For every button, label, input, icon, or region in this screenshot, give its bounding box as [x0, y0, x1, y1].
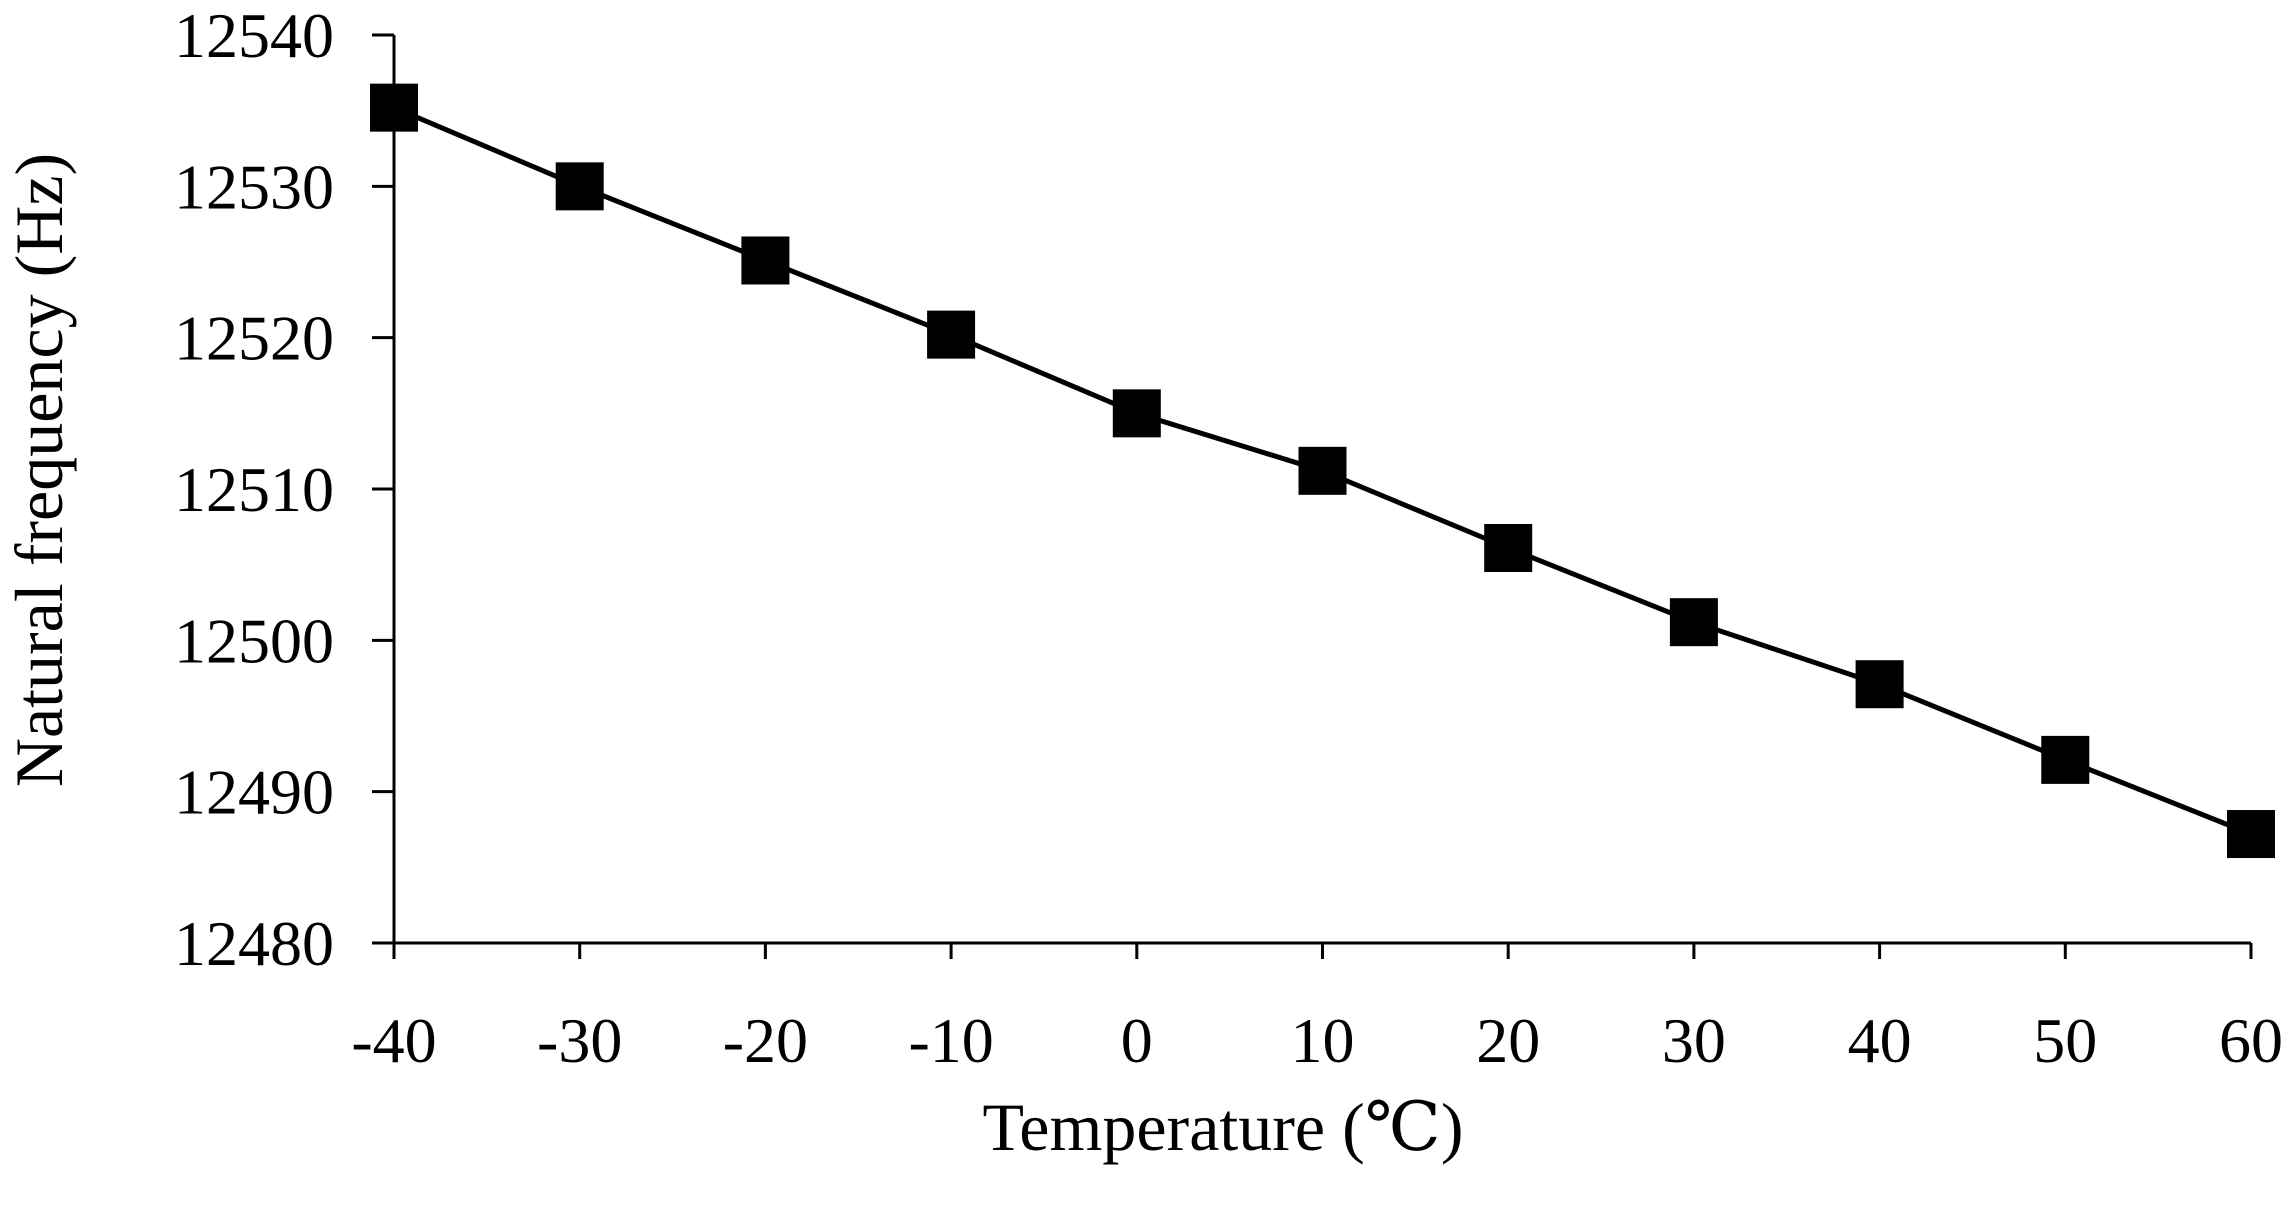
- data-point-marker: [555, 162, 604, 211]
- x-tick-label: 40: [1848, 1005, 1912, 1076]
- y-axis-ticks: [372, 33, 394, 945]
- x-tick-label: 0: [1121, 1005, 1153, 1076]
- x-axis-title: Temperature (℃): [983, 1089, 1464, 1165]
- x-tick-label: -30: [537, 1005, 622, 1076]
- y-tick-label: 12480: [174, 908, 334, 979]
- y-tick-label: 12490: [174, 757, 334, 828]
- data-point-marker: [2227, 810, 2275, 859]
- data-point-marker: [1298, 446, 1347, 495]
- y-tick-label: 12530: [174, 151, 334, 222]
- data-point-marker: [2041, 735, 2090, 784]
- data-point-marker: [741, 236, 790, 285]
- y-tick-label: 12510: [174, 454, 334, 525]
- data-point-marker: [370, 83, 418, 132]
- x-axis-ticks: [392, 943, 2253, 959]
- x-tick-label: -10: [908, 1005, 993, 1076]
- data-point-marker: [927, 310, 976, 359]
- x-tick-label: 50: [2033, 1005, 2097, 1076]
- data-point-marker: [1112, 389, 1161, 438]
- y-tick-label: 12500: [174, 605, 334, 676]
- data-point-marker: [1484, 524, 1533, 573]
- x-tick-label: 20: [1476, 1005, 1540, 1076]
- x-tick-label: -20: [723, 1005, 808, 1076]
- y-tick-label: 12520: [174, 303, 334, 374]
- x-tick-label: 30: [1662, 1005, 1726, 1076]
- y-tick-label: 12540: [174, 0, 334, 71]
- series-layer: [370, 83, 2275, 859]
- x-tick-label: 10: [1291, 1005, 1355, 1076]
- x-tick-label: -40: [351, 1005, 436, 1076]
- y-axis-title: Natural frequency (Hz): [1, 153, 77, 787]
- data-point-marker: [1669, 598, 1718, 647]
- x-axis-tick-labels: -40 -30 -20 -10 0 10 20 30 40 50 60: [351, 1005, 2283, 1076]
- x-tick-label: 60: [2219, 1005, 2283, 1076]
- data-point-marker: [1855, 660, 1904, 709]
- y-axis-tick-labels: 12480 12490 12500 12510 12520 12530 12540: [174, 0, 334, 979]
